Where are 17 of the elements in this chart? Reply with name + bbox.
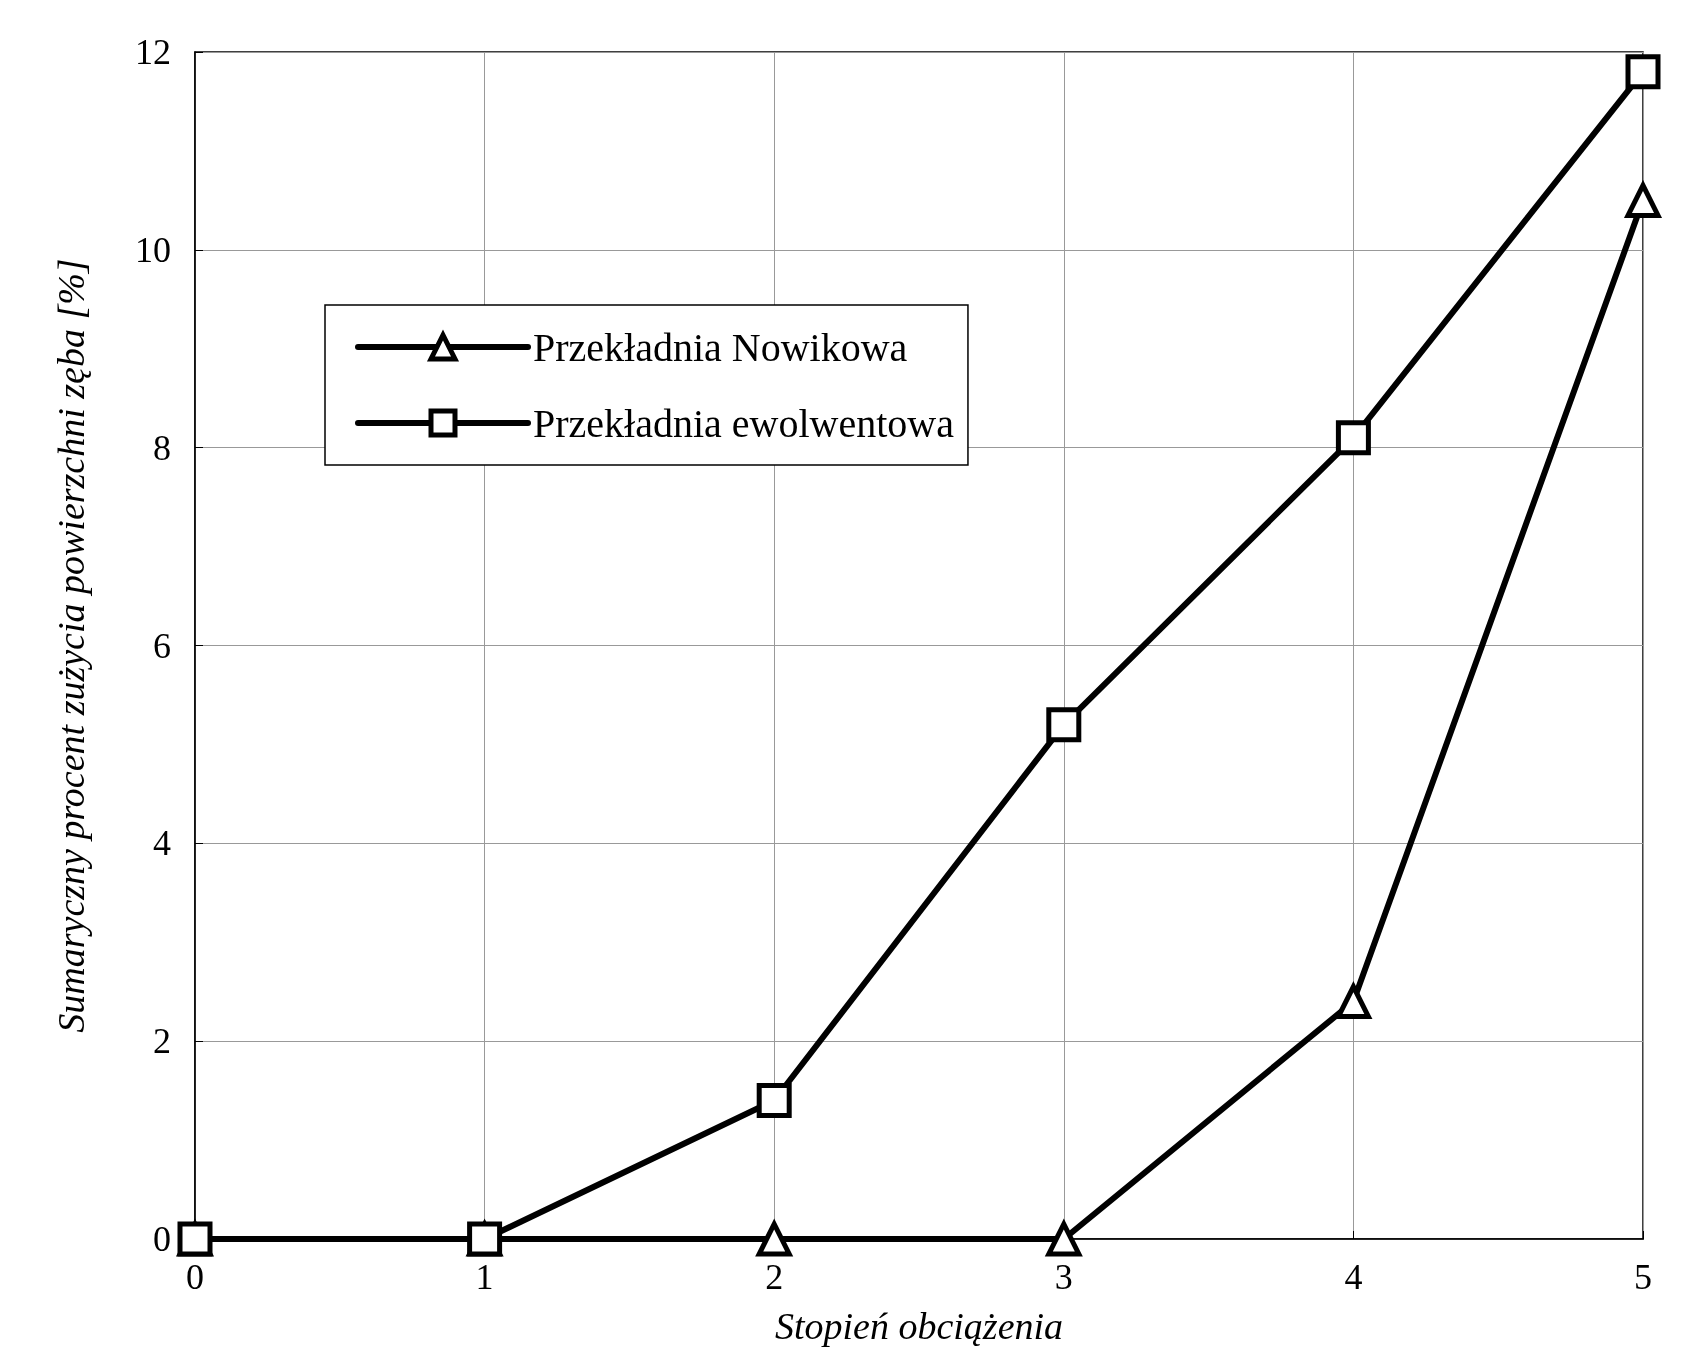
- x-tick-label: 4: [1344, 1257, 1363, 1297]
- y-tick-label: 0: [153, 1219, 171, 1259]
- legend-label: Przekładnia ewolwentowa: [533, 400, 955, 446]
- y-tick-label: 12: [135, 32, 171, 72]
- x-tick-label: 0: [186, 1257, 204, 1297]
- x-tick-label: 3: [1054, 1257, 1073, 1297]
- x-tick-label: 2: [765, 1257, 784, 1297]
- x-tick-label: 5: [1634, 1257, 1652, 1297]
- legend-label: Przekładnia Nowikowa: [533, 324, 908, 370]
- x-axis-title: Stopień obciążenia: [774, 1305, 1064, 1347]
- y-tick-label: 2: [153, 1021, 171, 1062]
- y-tick-label: 6: [153, 625, 171, 666]
- y-tick-label: 8: [153, 427, 171, 468]
- y-tick-label: 10: [135, 229, 171, 270]
- y-axis-title: Sumaryczny procent zużycia powierzchni zęba [%]: [50, 258, 92, 1033]
- y-tick-label: 4: [153, 823, 171, 864]
- x-tick-label: 1: [475, 1257, 494, 1297]
